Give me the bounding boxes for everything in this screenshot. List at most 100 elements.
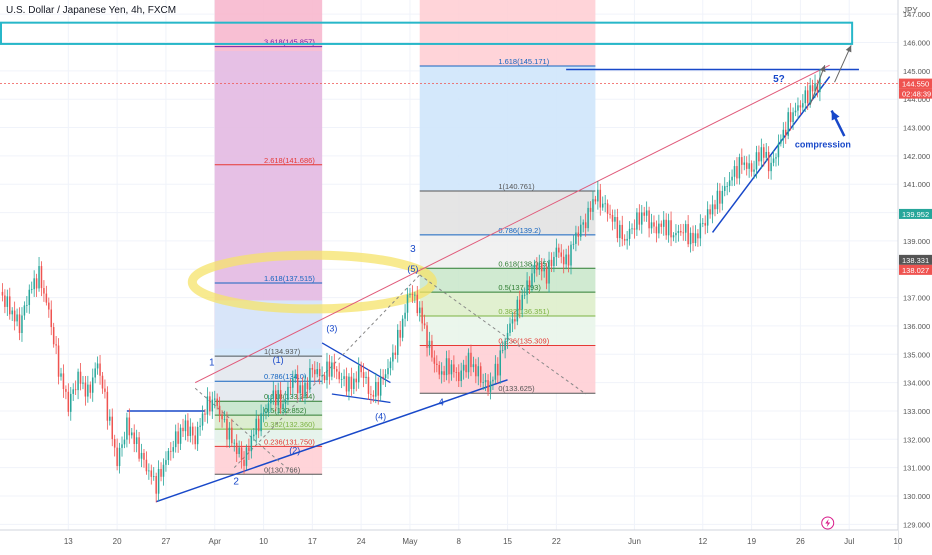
candle [38,256,40,292]
lightning-icon[interactable] [821,516,835,530]
candle [304,375,306,405]
candle [426,322,428,357]
candle [65,385,67,400]
candle-body [196,426,199,445]
candle [267,394,270,417]
candle [152,467,155,481]
y-tick-label: 137.000 [903,294,930,303]
x-tick-label: 17 [308,537,317,546]
candle [436,355,438,373]
candle [187,413,189,442]
candle-body [516,299,519,322]
candle [689,227,692,253]
candle-body [645,210,648,216]
candle-body [16,314,18,322]
candle [643,206,645,222]
candle [113,434,116,457]
candle [57,338,60,385]
candle [301,377,304,401]
x-tick-label: May [402,537,417,546]
price-marker-bg [899,264,932,275]
candle [526,272,528,304]
candle [204,408,206,422]
candle-body [421,307,423,324]
candle [575,225,577,252]
candle-body [540,262,543,272]
candle [562,249,565,274]
candle-body [213,398,216,400]
candle [218,396,221,423]
candle-body [243,459,245,466]
candle [558,243,560,258]
wave-label: 2 [233,477,239,488]
candle [235,434,238,462]
candle-body [401,318,404,338]
candle [453,355,455,378]
arrow [834,45,852,83]
candle [67,383,70,417]
candle-body [709,209,711,215]
candle [382,369,384,385]
candle [45,285,48,306]
candle [799,100,802,115]
candle-body [106,391,109,421]
candle-body [155,476,157,494]
x-tick-label: 24 [357,537,366,546]
candle [35,273,38,297]
y-tick-label: 133.000 [903,407,930,416]
candle-body [716,190,719,210]
candle-body [687,224,689,245]
candle [167,448,170,466]
candle-body [733,166,736,177]
candle [333,353,336,378]
candle [287,381,289,406]
candle-body [767,151,770,172]
candle-body [353,378,355,389]
candle-body [819,77,821,93]
candle-body [255,418,257,435]
candle [653,215,655,234]
candle-body [343,376,345,379]
candle-body [794,110,797,113]
candle-body [662,219,665,227]
candle [667,213,670,243]
candle-body [594,199,597,202]
candle-body [758,152,760,162]
candle-body [118,447,121,467]
candle [787,107,789,140]
candle-body [84,382,87,397]
candle [743,155,746,171]
candle [72,383,74,401]
candle [514,310,516,330]
candle [475,358,477,384]
candle [270,394,272,413]
candle-body [599,189,602,208]
candle [531,264,533,292]
candle-body [714,204,716,210]
chart-title: U.S. Dollar / Japanese Yen, 4h, FXCM [6,5,176,16]
candle-body [628,228,631,239]
candle [580,215,582,241]
candles [1,69,821,503]
candle [240,441,243,469]
candle [516,296,519,326]
candle-body [623,239,626,241]
candle-body [318,369,321,377]
candle [184,414,187,441]
candle-body [143,452,145,460]
candle-body [55,344,57,346]
candle-body [333,362,336,370]
candle [589,201,592,220]
candle-body [109,416,111,421]
candle-body [384,374,387,379]
candle-body [135,437,138,445]
candle-body [301,385,304,397]
fib-level-label: 0.618(138.035) [498,259,549,268]
fib-band [419,292,596,316]
trendlines [126,64,859,503]
candle [160,462,162,482]
candle [179,424,182,450]
candle [814,74,816,99]
